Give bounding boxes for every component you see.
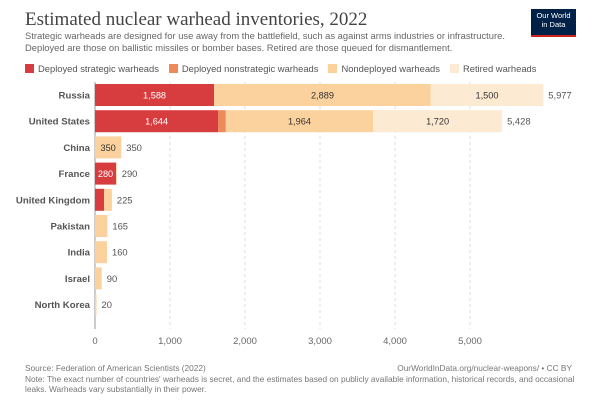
legend-swatch: [168, 64, 178, 73]
bar-value-label: 1,644: [145, 117, 168, 127]
bar-united-states-deployed-nonstrategic-warheads: [218, 110, 226, 133]
x-tick-label: 5,000: [458, 336, 482, 347]
bar-value-label: 1,964: [288, 117, 311, 127]
category-label-united-states: United States: [29, 117, 90, 128]
bar-russia-retired-warheads: [430, 84, 544, 106]
bar-united-states-nondeployed-warheads: [225, 110, 374, 133]
bar-india-nondeployed-warheads: [95, 241, 107, 264]
bar-united-kingdom-nondeployed-warheads: [104, 188, 112, 211]
bar-value-label: 350: [100, 143, 115, 153]
bar-value-label: 280: [98, 169, 113, 179]
x-tick-label: 3,000: [308, 336, 332, 347]
x-tick-label: 1,000: [158, 336, 182, 347]
total-label-pakistan: 165: [112, 221, 128, 232]
total-label-china: 350: [126, 142, 142, 153]
bar-china-nondeployed-warheads: [95, 136, 122, 159]
category-label-france: France: [59, 169, 90, 180]
source-text: Source: Federation of American Scientist…: [25, 363, 206, 373]
bar-value-label: 1,588: [143, 91, 166, 101]
legend-label: Nondeployed warheads: [341, 63, 440, 74]
note-text: Note: The exact number of countries' war…: [25, 374, 575, 394]
legend-item-retired-warheads[interactable]: Retired warheads: [449, 63, 537, 74]
total-label-india: 160: [112, 247, 128, 258]
bar-united-states-deployed-strategic-warheads: [95, 110, 219, 133]
category-label-russia: Russia: [59, 91, 91, 102]
bar-united-kingdom-deployed-strategic-warheads: [95, 188, 104, 211]
bar-value-label: 1,720: [426, 117, 449, 127]
legend-swatch: [25, 64, 34, 73]
legend-item-deployed-nonstrategic-warheads[interactable]: Deployed nonstrategic warheads: [168, 63, 319, 74]
legend-item-deployed-strategic-warheads[interactable]: Deployed strategic warheads: [25, 63, 159, 74]
total-label-israel: 90: [107, 273, 117, 284]
legend-label: Retired warheads: [462, 63, 537, 74]
total-label-united-kingdom: 225: [117, 194, 133, 205]
total-label-france: 290: [122, 168, 138, 179]
total-label-united-states: 5,428: [507, 116, 530, 127]
bar-united-states-retired-warheads: [373, 110, 503, 133]
owid-logo[interactable]: Our World in Data: [531, 9, 576, 37]
chart-subtitle: Strategic warheads are designed for use …: [25, 30, 505, 53]
bar-pakistan-nondeployed-warheads: [95, 215, 108, 237]
bar-france-nondeployed-warheads: [116, 162, 117, 185]
legend-swatch: [449, 64, 459, 73]
legend-label: Deployed strategic warheads: [38, 63, 159, 74]
legend-item-nondeployed-warheads[interactable]: Nondeployed warheads: [328, 63, 440, 74]
bar-value-label: 2,889: [311, 91, 334, 101]
total-label-russia: 5,977: [548, 90, 571, 101]
chart-legend: Deployed strategic warheads Deployed nons…: [25, 63, 546, 74]
x-tick-label: 0: [92, 336, 97, 347]
chart-title: Estimated nuclear warhead inventories, 2…: [25, 9, 368, 30]
logo-text-line1: Our World: [536, 11, 571, 20]
x-tick-label: 2,000: [233, 336, 257, 347]
category-label-pakistan: Pakistan: [51, 222, 91, 233]
category-label-india: India: [68, 248, 91, 259]
bar-north-korea-nondeployed-warheads: [95, 293, 97, 316]
legend-label: Deployed nonstrategic warheads: [181, 63, 319, 74]
bar-russia-deployed-strategic-warheads: [95, 84, 215, 106]
logo-accent-line: [531, 35, 576, 37]
category-label-israel: Israel: [65, 274, 90, 285]
category-label-north-korea: North Korea: [35, 300, 91, 311]
bar-israel-nondeployed-warheads: [95, 267, 102, 290]
bar-france-deployed-strategic-warheads: [95, 162, 116, 185]
category-label-united-kingdom: United Kingdom: [16, 195, 90, 206]
source-url-link[interactable]: OurWorldInData.org/nuclear-weapons/ • CC…: [397, 363, 572, 373]
x-tick-label: 4,000: [383, 336, 407, 347]
total-label-north-korea: 20: [102, 299, 112, 310]
logo-text-line2: in Data: [541, 20, 566, 29]
bar-value-label: 1,500: [476, 91, 499, 101]
legend-swatch: [328, 64, 338, 73]
bar-russia-nondeployed-warheads: [214, 84, 431, 106]
category-label-china: China: [63, 143, 90, 154]
